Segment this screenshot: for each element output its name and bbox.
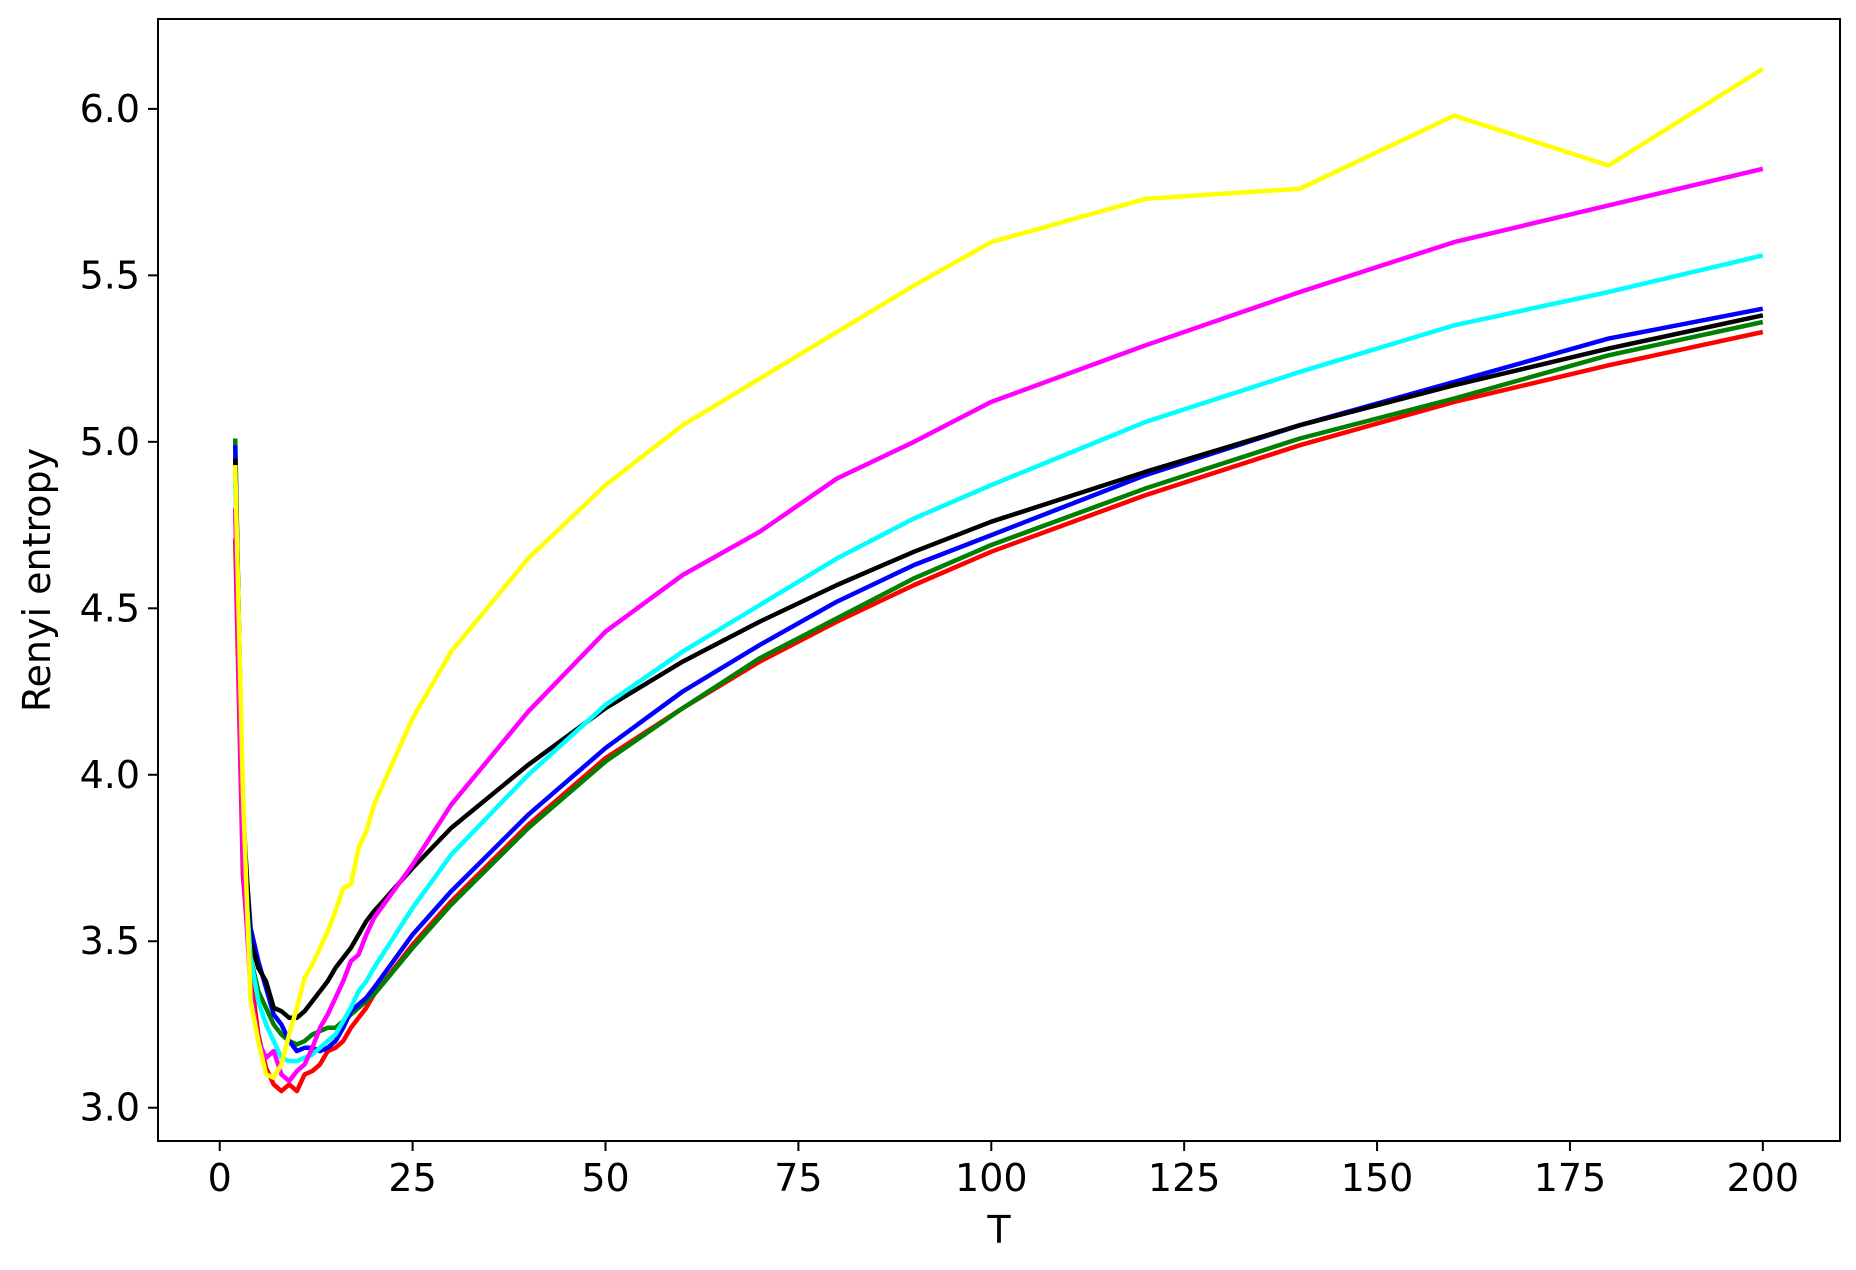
series-line-2 xyxy=(232,319,1764,1047)
x-tick-label: 150 xyxy=(1341,1156,1414,1200)
x-tick-label: 50 xyxy=(581,1156,629,1200)
y-tick-label: 5.0 xyxy=(80,420,140,464)
series-line-3 xyxy=(232,306,1764,1054)
x-tick-label: 200 xyxy=(1727,1156,1800,1200)
x-tick-label: 0 xyxy=(208,1156,232,1200)
y-tick-label: 4.0 xyxy=(80,753,140,797)
series-line-4 xyxy=(232,313,1764,1021)
y-tick-label: 3.5 xyxy=(80,919,140,963)
y-axis: 3.0 3.5 4.0 4.5 5.0 5.5 6.0 xyxy=(80,87,158,1130)
series-line-6 xyxy=(232,166,1764,1084)
x-tick-label: 75 xyxy=(774,1156,822,1200)
series-line-5 xyxy=(232,253,1764,1064)
y-tick-label: 4.5 xyxy=(80,586,140,630)
series-line-7 xyxy=(232,66,1764,1080)
y-tick-label: 3.0 xyxy=(80,1086,140,1130)
x-tick-label: 125 xyxy=(1148,1156,1221,1200)
x-tick-label: 25 xyxy=(388,1156,436,1200)
series-layer xyxy=(232,66,1764,1094)
x-axis-label: T xyxy=(986,1208,1011,1252)
x-tick-label: 175 xyxy=(1534,1156,1607,1200)
x-tick-label: 100 xyxy=(955,1156,1028,1200)
y-axis-label: Renyi entropy xyxy=(15,448,59,712)
x-axis: 0 25 50 75 100 125 150 175 200 xyxy=(208,1141,1799,1200)
series-line-1 xyxy=(232,329,1764,1094)
y-tick-label: 5.5 xyxy=(80,253,140,297)
plot-frame xyxy=(157,18,1841,1142)
y-tick-label: 6.0 xyxy=(80,87,140,131)
